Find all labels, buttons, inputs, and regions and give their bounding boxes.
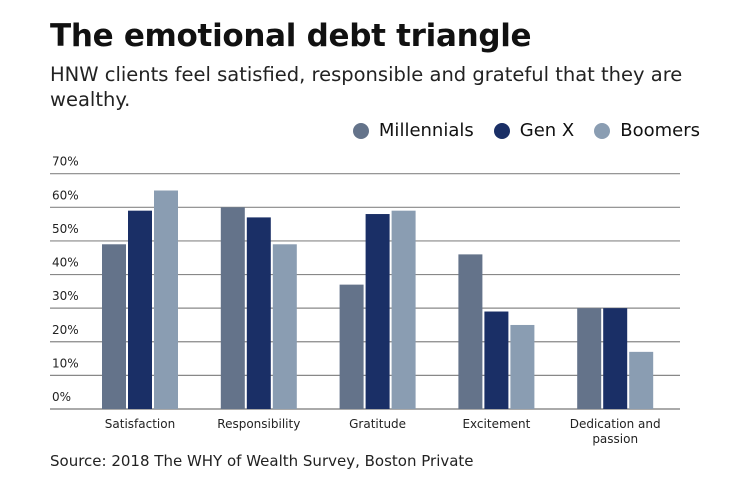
y-tick-label: 0% bbox=[52, 390, 71, 404]
bar-millennials bbox=[339, 284, 364, 409]
y-tick-label: 20% bbox=[52, 323, 79, 337]
bar-millennials bbox=[577, 308, 602, 409]
y-tick-label: 30% bbox=[52, 289, 79, 303]
bar-gen-x bbox=[603, 308, 628, 409]
bar-gen-x bbox=[246, 217, 271, 409]
bar-millennials bbox=[220, 207, 245, 409]
bar-boomers bbox=[510, 324, 535, 409]
legend-swatch bbox=[594, 122, 611, 139]
x-category-label: Responsibility bbox=[217, 417, 300, 431]
bar-gen-x bbox=[484, 311, 509, 409]
legend-label: Gen X bbox=[519, 120, 575, 141]
y-tick-label: 60% bbox=[52, 188, 79, 202]
chart-title: The emotional debt triangle bbox=[50, 18, 532, 54]
legend-swatch bbox=[352, 122, 369, 139]
chart-subtitle: HNW clients feel satisfied, responsible … bbox=[50, 63, 683, 111]
y-tick-label: 70% bbox=[52, 155, 79, 169]
legend-item-boomers: Boomers bbox=[594, 120, 700, 141]
bar-boomers bbox=[272, 244, 297, 409]
x-category-label: passion bbox=[592, 432, 638, 446]
x-category-label: Excitement bbox=[462, 417, 530, 431]
y-tick-label: 40% bbox=[52, 256, 79, 270]
bar-millennials bbox=[458, 254, 483, 409]
legend-label: Millennials bbox=[378, 120, 474, 141]
y-tick-label: 50% bbox=[52, 222, 79, 236]
legend-swatch bbox=[493, 122, 510, 139]
legend-item-millennials: Millennials bbox=[352, 120, 474, 141]
bar-gen-x bbox=[365, 214, 390, 409]
source-note: Source: 2018 The WHY of Wealth Survey, B… bbox=[50, 452, 474, 470]
legend-label: Boomers bbox=[620, 120, 700, 141]
x-category-label: Gratitude bbox=[349, 417, 406, 431]
y-tick-label: 10% bbox=[52, 356, 79, 370]
legend: Millennials Gen X Boomers bbox=[352, 120, 700, 141]
bar-millennials bbox=[102, 244, 126, 409]
bar-boomers bbox=[391, 210, 416, 409]
bar-boomers bbox=[154, 190, 178, 409]
x-category-label: Satisfaction bbox=[105, 417, 175, 431]
bar-boomers bbox=[629, 351, 654, 409]
x-category-label: Dedication and bbox=[570, 417, 661, 431]
legend-item-genx: Gen X bbox=[493, 120, 575, 141]
bar-gen-x bbox=[128, 210, 152, 409]
